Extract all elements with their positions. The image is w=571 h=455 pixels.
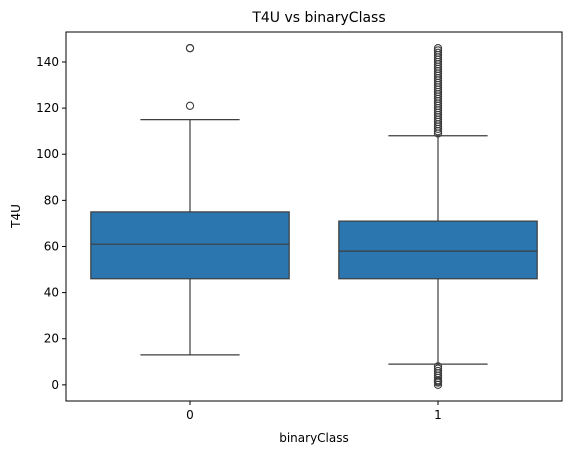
outlier-point [433,364,443,373]
y-tick-label: 0 [51,378,59,392]
x-tick-label: 1 [434,408,442,422]
chart-title: T4U vs binaryClass [251,10,385,26]
box-group-0 [90,43,290,356]
iqr-box [338,220,538,280]
outlier-point [433,362,443,371]
box-group-1 [338,43,538,390]
outlier-point [185,101,195,110]
y-tick-label: 100 [36,147,59,161]
outlier-point [185,43,195,53]
outlier-point [433,366,443,376]
iqr-box [90,211,290,280]
y-tick-label: 80 [44,193,59,207]
y-tick-label: 20 [44,332,59,346]
outlier-point [433,43,443,53]
outlier-point [433,46,443,55]
plot-layer [90,43,538,390]
outlier-point [433,48,443,57]
axes-layer: 0 20 40 60 80 100 120 140 0 1 [36,31,563,422]
y-tick-label: 120 [36,101,59,115]
y-tick-label: 140 [36,55,59,69]
axes-frame [65,31,563,402]
x-axis-label: binaryClass [279,431,349,445]
y-tick-label: 60 [44,239,59,253]
y-axis-label: T4U [9,204,23,229]
y-tick-label: 40 [44,286,59,300]
x-tick-label: 0 [186,408,194,422]
